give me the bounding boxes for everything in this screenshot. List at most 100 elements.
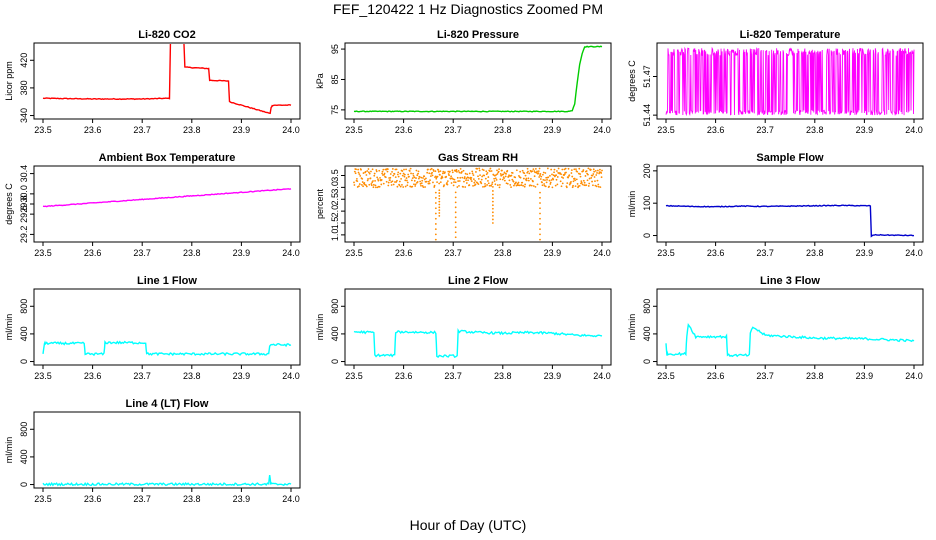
data-point xyxy=(548,179,551,182)
data-point xyxy=(373,172,376,175)
data-point xyxy=(470,180,473,183)
x-tick-label: 23.5 xyxy=(34,494,52,504)
data-point xyxy=(465,179,467,182)
x-tick-label: 23.9 xyxy=(233,125,251,135)
data-point xyxy=(583,181,586,184)
data-point xyxy=(474,183,477,186)
data-point xyxy=(591,180,593,183)
data-point xyxy=(434,191,437,194)
data-point xyxy=(444,171,446,174)
data-point xyxy=(460,170,463,173)
x-tick-label: 23.7 xyxy=(756,371,774,381)
x-tick-label: 24.0 xyxy=(905,371,923,381)
data-point xyxy=(468,172,471,175)
data-point xyxy=(451,171,454,174)
x-tick-label: 23.8 xyxy=(494,248,512,258)
x-tick-label: 23.6 xyxy=(395,248,413,258)
data-point xyxy=(524,183,527,186)
page-title: FEF_120422 1 Hz Diagnostics Zoomed PM xyxy=(332,1,603,17)
data-point xyxy=(438,214,441,217)
data-point xyxy=(358,173,361,176)
x-tick-label: 23.6 xyxy=(707,125,725,135)
data-point xyxy=(457,180,460,182)
data-point xyxy=(416,181,419,183)
x-tick-label: 23.9 xyxy=(233,494,251,504)
data-point xyxy=(534,167,537,170)
data-point xyxy=(539,207,541,210)
data-area xyxy=(42,188,292,208)
x-tick-label: 23.8 xyxy=(806,371,824,381)
data-point xyxy=(445,175,448,178)
y-tick-label: 30.0 xyxy=(19,185,29,203)
data-point xyxy=(517,181,520,184)
series-line xyxy=(665,46,915,117)
data-point xyxy=(397,175,400,178)
data-point xyxy=(519,176,522,179)
data-point xyxy=(594,169,597,172)
data-point xyxy=(360,168,362,171)
data-point xyxy=(437,170,440,173)
y-tick-label: 400 xyxy=(330,326,340,341)
data-point xyxy=(405,168,407,171)
data-point xyxy=(521,181,524,184)
data-point xyxy=(438,206,441,209)
data-point xyxy=(427,180,430,183)
data-point xyxy=(571,175,574,178)
data-point xyxy=(532,180,534,183)
x-tick-label: 23.5 xyxy=(657,248,675,258)
data-point xyxy=(551,173,553,176)
data-point xyxy=(481,175,484,178)
data-point xyxy=(554,184,557,187)
data-point xyxy=(390,184,393,186)
data-point xyxy=(477,177,480,180)
data-point xyxy=(588,182,591,185)
data-point xyxy=(387,184,390,187)
data-point xyxy=(446,181,448,184)
data-point xyxy=(472,178,475,181)
data-point xyxy=(441,175,443,178)
data-point xyxy=(402,172,405,175)
data-point xyxy=(524,174,527,177)
data-point xyxy=(438,189,441,192)
data-point xyxy=(370,184,373,187)
data-point xyxy=(502,173,505,176)
data-point xyxy=(539,212,541,215)
data-point xyxy=(539,202,541,204)
x-tick-label: 23.7 xyxy=(444,125,462,135)
data-point xyxy=(579,173,581,175)
data-point xyxy=(494,177,497,180)
data-point xyxy=(551,186,554,189)
data-point xyxy=(490,170,493,172)
y-tick-label: 800 xyxy=(19,422,29,437)
data-area xyxy=(665,204,915,238)
data-point xyxy=(456,171,458,173)
data-point xyxy=(539,191,541,194)
data-point xyxy=(477,175,479,178)
data-point xyxy=(358,185,360,188)
data-point xyxy=(395,168,398,171)
data-point xyxy=(537,170,540,173)
data-point xyxy=(509,184,512,186)
data-point xyxy=(437,169,440,171)
data-point xyxy=(458,180,461,182)
data-point xyxy=(380,183,383,186)
data-area xyxy=(42,475,292,487)
data-point xyxy=(523,172,526,175)
data-point xyxy=(461,176,464,179)
data-point xyxy=(548,185,550,188)
data-point xyxy=(429,175,432,178)
data-point xyxy=(500,174,503,177)
data-point xyxy=(542,171,545,174)
data-point xyxy=(553,168,556,171)
data-point xyxy=(400,177,403,180)
data-area xyxy=(42,339,292,357)
data-point xyxy=(396,173,399,176)
data-point xyxy=(454,201,457,204)
data-point xyxy=(446,180,449,183)
data-point xyxy=(489,170,491,173)
data-point xyxy=(490,184,493,187)
data-point xyxy=(428,172,431,175)
data-point xyxy=(539,233,541,236)
data-point xyxy=(499,173,502,175)
x-tick-label: 23.5 xyxy=(345,371,363,381)
